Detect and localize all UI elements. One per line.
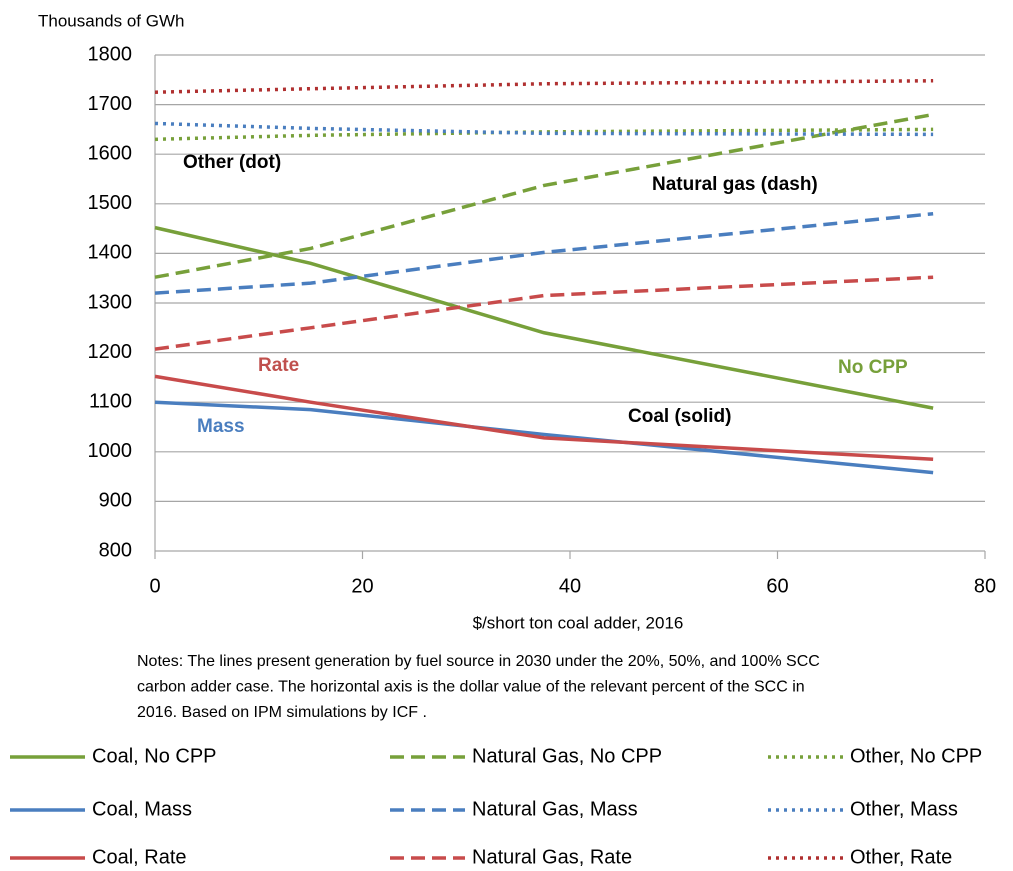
y-tick-label: 1200 [88, 341, 133, 363]
legend-label: Coal, No CPP [92, 745, 217, 767]
y-tick-label: 1600 [88, 142, 133, 164]
y-tick-label: 1500 [88, 192, 133, 214]
series-line [154, 374, 934, 461]
series-line [154, 112, 934, 279]
legend-label: Natural Gas, No CPP [472, 745, 662, 767]
series-line [154, 127, 934, 142]
series-line [154, 79, 934, 94]
x-tick-label: 40 [559, 575, 581, 597]
annotation: No CPP [838, 357, 908, 378]
legend-label: Other, No CPP [850, 745, 982, 767]
y-tick-label: 1100 [89, 390, 132, 412]
x-tick-label: 80 [974, 575, 996, 597]
x-tick-label: 0 [149, 575, 160, 597]
y-tick-label: 1800 [88, 43, 133, 65]
annotation: Other (dot) [183, 152, 281, 173]
note-line: 2016. Based on IPM simulations by ICF . [137, 704, 427, 721]
legend-label: Natural Gas, Mass [472, 798, 638, 820]
note-line: carbon adder case. The horizontal axis i… [137, 679, 805, 696]
series-line [154, 121, 934, 137]
legend-label: Coal, Mass [92, 798, 192, 820]
y-tick-label: 1000 [88, 440, 133, 462]
series-line [154, 225, 934, 410]
y-tick-label: 1700 [88, 93, 133, 115]
y-tick-label: 800 [99, 539, 132, 561]
note-line: Notes: The lines present generation by f… [137, 653, 820, 670]
x-tick-label: 60 [766, 575, 788, 597]
series-line [154, 211, 934, 295]
series-line [154, 400, 934, 475]
annotation: Rate [258, 355, 299, 376]
x-axis-label: $/short ton coal adder, 2016 [473, 613, 684, 632]
annotation: Natural gas (dash) [652, 174, 818, 195]
legend-label: Other, Rate [850, 846, 952, 868]
legend-label: Natural Gas, Rate [472, 846, 632, 868]
y-tick-label: 1300 [88, 291, 133, 313]
x-tick-label: 20 [351, 575, 373, 597]
y-axis-label: Thousands of GWh [38, 11, 184, 30]
y-tick-label: 1400 [88, 242, 133, 264]
legend-label: Other, Mass [850, 798, 958, 820]
series-line [154, 275, 934, 351]
y-tick-label: 900 [99, 490, 132, 512]
legend-label: Coal, Rate [92, 846, 187, 868]
annotation: Coal (solid) [628, 406, 731, 427]
annotation: Mass [197, 416, 245, 437]
